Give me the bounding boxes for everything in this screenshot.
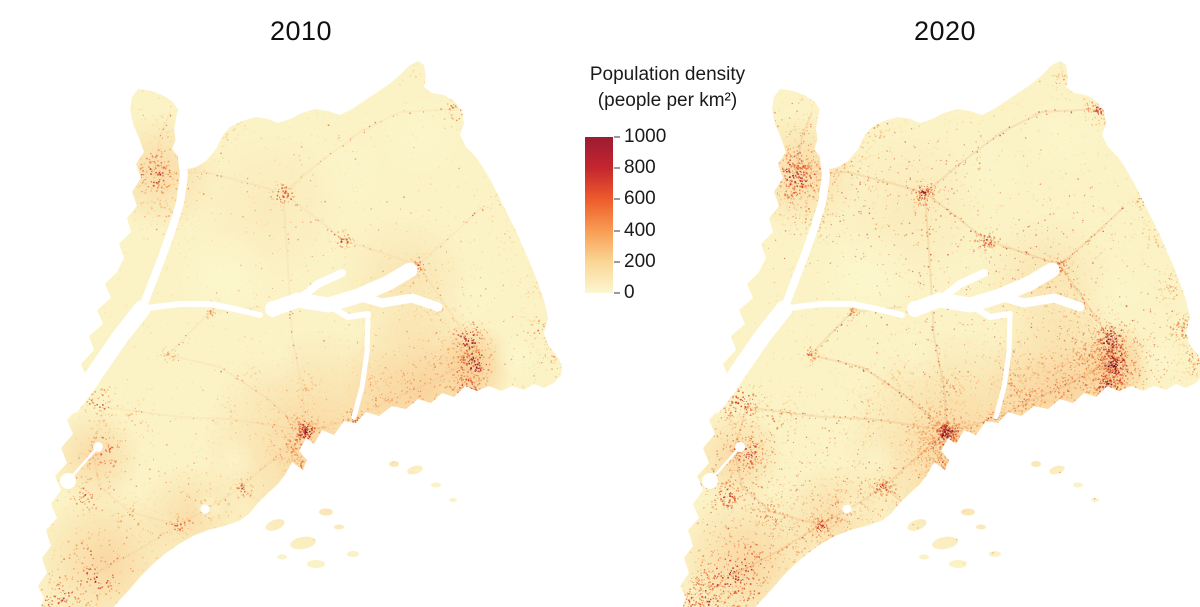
legend-tick-mark — [614, 198, 620, 201]
legend-tick-mark — [614, 229, 620, 232]
legend-title-line1: Population density — [589, 64, 746, 85]
legend-title-line2: (people per km²) — [597, 90, 738, 111]
density-map-2010 — [20, 57, 566, 607]
legend-tick-mark — [614, 167, 620, 170]
legend-tick-mark — [614, 260, 620, 263]
density-map-2020 — [662, 57, 1200, 607]
map-title-2020: 2020 — [913, 16, 977, 46]
legend-tick-mark — [614, 136, 620, 138]
legend-tick-label: 800 — [624, 157, 656, 179]
legend: Population density (people per km²) — [560, 62, 775, 114]
legend-tick-label: 200 — [624, 250, 656, 272]
legend-tick-label: 400 — [624, 219, 656, 241]
legend-tick-label: 0 — [624, 282, 635, 303]
legend-colorbar — [585, 137, 613, 293]
map-title-2010: 2010 — [269, 16, 333, 46]
legend-tick-label: 600 — [624, 188, 656, 210]
legend-tick-label: 1000 — [624, 126, 667, 147]
legend-tick-mark — [614, 292, 620, 294]
